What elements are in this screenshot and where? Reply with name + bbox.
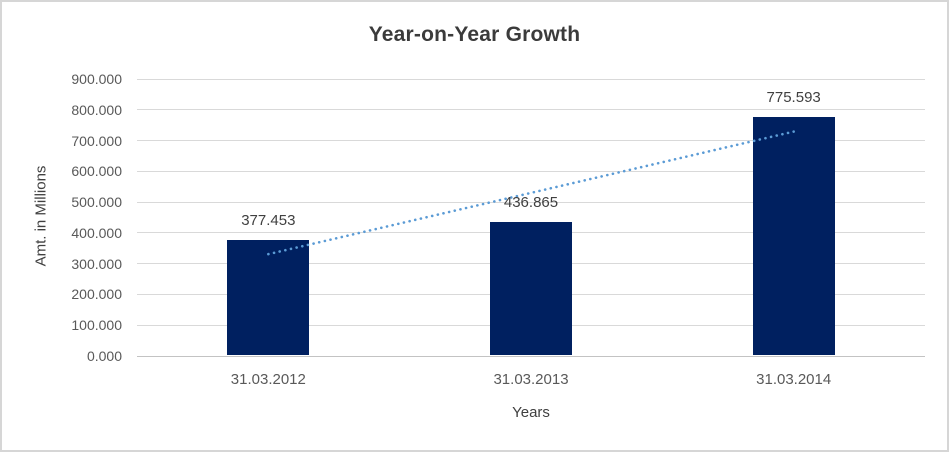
data-label: 436.865 [503,193,559,211]
y-tick-label: 700.000 [71,132,122,149]
x-tick-label: 31.03.2014 [756,371,832,388]
bar[interactable] [490,221,572,355]
y-tick-label: 0.000 [86,348,122,364]
gridline [137,170,925,172]
bar[interactable] [227,239,310,355]
y-tick-label: 800.000 [71,101,122,118]
x-tick-label: 31.03.2013 [493,371,569,388]
data-label: 377.453 [241,211,296,229]
x-axis-tick-labels: 31.03.2012 31.03.2013 31.03.2014 [137,371,925,388]
y-tick-label: 400.000 [71,224,122,241]
y-tick-label: 300.000 [71,255,122,272]
gridline [137,78,925,80]
bar[interactable] [752,117,835,355]
gridline [137,201,925,203]
y-tick-label: 600.000 [71,163,122,180]
plot-area: 377.453 436.865 775.593 [137,78,925,357]
y-tick-label: 100.000 [71,317,122,334]
gridline [137,109,925,111]
gridline [137,140,925,142]
y-axis-tick-labels: 0.000 100.000 200.000 300.000 400.000 500.000… [2,71,122,364]
data-label: 775.593 [766,89,821,107]
y-tick-label: 500.000 [71,194,122,211]
chart-title: Year-on-Year Growth [368,23,581,46]
y-tick-label: 200.000 [71,286,122,303]
x-axis-line [137,355,925,357]
y-tick-label: 900.000 [71,71,122,87]
x-axis-title: Years [512,404,550,421]
x-tick-label: 31.03.2012 [230,371,306,388]
